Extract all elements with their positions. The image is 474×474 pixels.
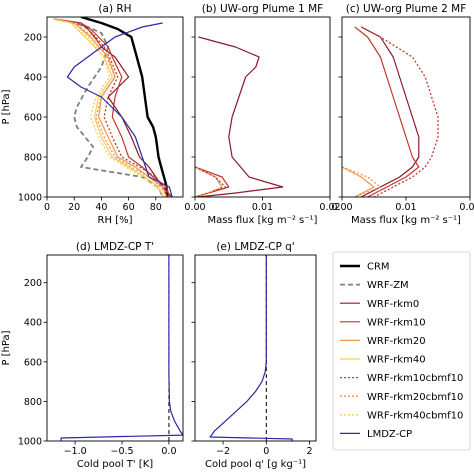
panel-d-ytick-label: 600 <box>24 357 42 368</box>
panel-c-series-group <box>342 26 439 197</box>
panel-b-xlabel: Mass flux [kg m⁻² s⁻¹] <box>208 215 318 226</box>
panel-a-xlabel: RH [%] <box>98 215 133 226</box>
panel-a-frame <box>46 16 184 198</box>
panel-d-ytick-label: 200 <box>24 278 42 289</box>
legend-label: WRF-rkm20 <box>367 336 426 347</box>
panel-c-plume2-mf: (c) UW-org Plume 2 MF 0.00 0.01 0.02 Mass fl… <box>331 3 474 226</box>
panel-e-xtick-label: 2 <box>306 446 312 457</box>
panel-d-series-group <box>60 255 183 441</box>
panel-c-series-wrf-rkm0 <box>360 26 420 197</box>
panel-d-ylabel: P [hPa] <box>1 330 12 365</box>
panel-d-frame <box>46 254 184 442</box>
legend-label: WRF-rkm0 <box>367 299 419 310</box>
panel-c-xlabel: Mass flux [kg m⁻² s⁻¹] <box>351 215 461 226</box>
legend-label: CRM <box>367 262 390 273</box>
panel-c-series-wrf-rkm20cbmf10 <box>342 166 382 197</box>
legend: CRM WRF-ZM WRF-rkm0 WRF-rkm10 WRF-rkm20 WRF-r… <box>332 251 471 451</box>
panel-c-series-wrf-rkm10cbmf10 <box>360 26 439 197</box>
legend-box <box>332 251 471 451</box>
panel-a-series-wrf-rkm0 <box>53 18 173 197</box>
panel-e-title: (e) LMDZ-CP q' <box>216 241 294 253</box>
panel-a-xtick-label: 20 <box>68 202 80 213</box>
panel-e-series-group <box>209 255 293 441</box>
panel-c-xtick-label: 0.02 <box>459 202 474 213</box>
panel-b-xtick-label: 0.00 <box>184 202 205 213</box>
panel-a-ylabel: P [hPa] <box>1 89 12 124</box>
panel-d-series-lmdz-cp <box>60 255 183 441</box>
panel-d-ytick-label: 400 <box>24 318 42 329</box>
panel-a-xtick-label: 0 <box>44 202 50 213</box>
panel-a-ytick-label: 200 <box>24 32 42 43</box>
panel-c-frame <box>341 16 471 198</box>
panel-d-title: (d) LMDZ-CP T' <box>76 241 154 253</box>
panel-b-xtick-label: 0.02 <box>319 202 340 213</box>
legend-label: WRF-rkm20cbmf10 <box>367 392 463 403</box>
panel-a-series-lmdz-cp <box>66 22 173 197</box>
panel-a-xtick-label: 40 <box>95 202 107 213</box>
panel-e-frame <box>194 254 317 442</box>
panel-e-xtick-label: −2 <box>216 446 230 457</box>
panel-d-xlabel: Cold pool T' [K] <box>77 459 153 470</box>
panel-b-series-wrf-rkm10cbmf10 <box>195 166 227 197</box>
legend-label: WRF-ZM <box>367 280 409 291</box>
panel-d-cold-pool-t: (d) LMDZ-CP T' −1.0 −0.5 0.0 200 400 600 800 100… <box>1 241 184 470</box>
panel-c-series-wrf-rkm20 <box>342 166 375 197</box>
panel-b-series-wrf-rkm20 <box>195 166 223 197</box>
panel-a-series-wrf-rkm10cbmf10 <box>53 18 170 197</box>
panel-a-ytick-label: 1000 <box>18 192 42 203</box>
panel-d-ytick-label: 1000 <box>18 436 42 447</box>
panel-b-xtick-label: 0.01 <box>252 202 273 213</box>
panel-d-xtick-label: 0.0 <box>161 446 176 457</box>
panel-e-series-lmdz-cp <box>209 255 293 441</box>
panel-c-xtick-label: 0.01 <box>395 202 416 213</box>
panel-b-title: (b) UW-org Plume 1 MF <box>202 3 323 15</box>
panel-d-ytick-label: 800 <box>24 397 42 408</box>
panel-a-series-wrf-rkm20cbmf10 <box>53 18 168 197</box>
legend-label: WRF-rkm10cbmf10 <box>367 373 463 384</box>
panel-e-xtick-label: 0 <box>263 446 269 457</box>
panel-a-xtick-label: 60 <box>123 202 135 213</box>
panel-e-xlabel: Cold pool q' [g kg⁻¹] <box>205 459 306 470</box>
panel-d-xtick-label: −0.5 <box>110 446 133 457</box>
panel-c-xtick-label: 0.00 <box>331 202 352 213</box>
panel-a-ytick-label: 800 <box>24 152 42 163</box>
panel-a-series-wrf-zm <box>53 18 164 197</box>
panel-a-xtick-label: 80 <box>150 202 162 213</box>
panel-a-title: (a) RH <box>98 3 131 15</box>
panel-b-series-group <box>195 36 284 197</box>
panel-a-ytick-label: 600 <box>24 112 42 123</box>
panel-d-xtick-label: −1.0 <box>64 446 87 457</box>
panel-c-series-wrf-rkm10 <box>354 26 420 197</box>
panel-a-series-wrf-rkm10 <box>53 18 170 197</box>
panel-a-rh: (a) RH 0 20 40 60 80 200 400 600 800 1000 RH [%] P [… <box>1 3 184 226</box>
panel-b-frame <box>194 16 331 198</box>
legend-label: LMDZ-CP <box>367 429 412 440</box>
panel-b-series-wrf-rkm0 <box>198 36 284 197</box>
panel-a-ytick-label: 400 <box>24 72 42 83</box>
legend-label: WRF-rkm40 <box>367 355 426 366</box>
legend-label: WRF-rkm10 <box>367 317 426 328</box>
legend-label: WRF-rkm40cbmf10 <box>367 410 463 421</box>
panel-a-series-group <box>53 17 173 197</box>
panel-a-series-wrf-rkm20 <box>53 18 168 197</box>
panel-c-title: (c) UW-org Plume 2 MF <box>346 3 467 15</box>
panel-b-series-wrf-rkm10 <box>195 166 230 197</box>
